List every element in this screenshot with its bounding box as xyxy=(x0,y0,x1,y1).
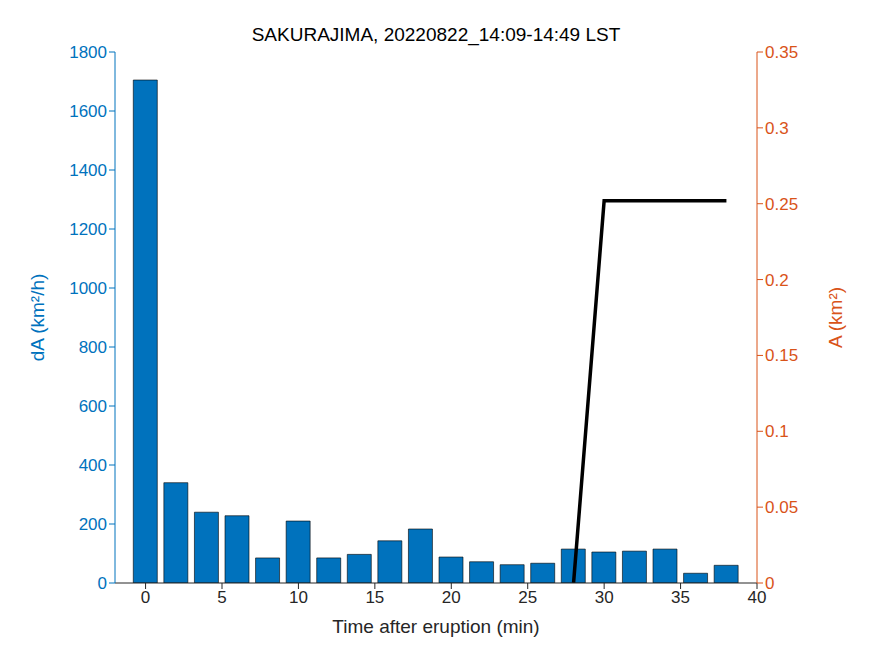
svg-text:800: 800 xyxy=(79,338,107,357)
svg-text:0.3: 0.3 xyxy=(765,119,789,138)
svg-text:400: 400 xyxy=(79,456,107,475)
svg-text:0.15: 0.15 xyxy=(765,346,798,365)
svg-text:40: 40 xyxy=(748,588,767,607)
svg-text:dA (km²/h): dA (km²/h) xyxy=(27,274,48,362)
svg-text:600: 600 xyxy=(79,397,107,416)
svg-text:20: 20 xyxy=(442,588,461,607)
svg-text:25: 25 xyxy=(518,588,537,607)
svg-text:0: 0 xyxy=(141,588,150,607)
svg-text:A (km²): A (km²) xyxy=(825,287,846,348)
svg-text:1200: 1200 xyxy=(69,220,107,239)
svg-text:1000: 1000 xyxy=(69,279,107,298)
svg-text:0.1: 0.1 xyxy=(765,422,789,441)
svg-text:1600: 1600 xyxy=(69,102,107,121)
svg-text:30: 30 xyxy=(595,588,614,607)
svg-text:Time after eruption (min): Time after eruption (min) xyxy=(332,616,539,637)
svg-text:15: 15 xyxy=(365,588,384,607)
svg-text:35: 35 xyxy=(671,588,690,607)
html-text:SAKURAJIMA, 20220822_14:09-14:: SAKURAJIMA, 20220822_14:09-14:49 LST xyxy=(251,24,621,45)
svg-text:0.05: 0.05 xyxy=(765,498,798,517)
svg-text:0.2: 0.2 xyxy=(765,271,789,290)
svg-text:1400: 1400 xyxy=(69,161,107,180)
svg-text:5: 5 xyxy=(217,588,226,607)
svg-text:10: 10 xyxy=(289,588,308,607)
svg-text:200: 200 xyxy=(79,515,107,534)
svg-text:0.35: 0.35 xyxy=(765,43,798,62)
svg-text:0: 0 xyxy=(98,574,107,593)
svg-text:0.25: 0.25 xyxy=(765,195,798,214)
svg-text:1800: 1800 xyxy=(69,43,107,62)
svg-text:0: 0 xyxy=(765,574,774,593)
